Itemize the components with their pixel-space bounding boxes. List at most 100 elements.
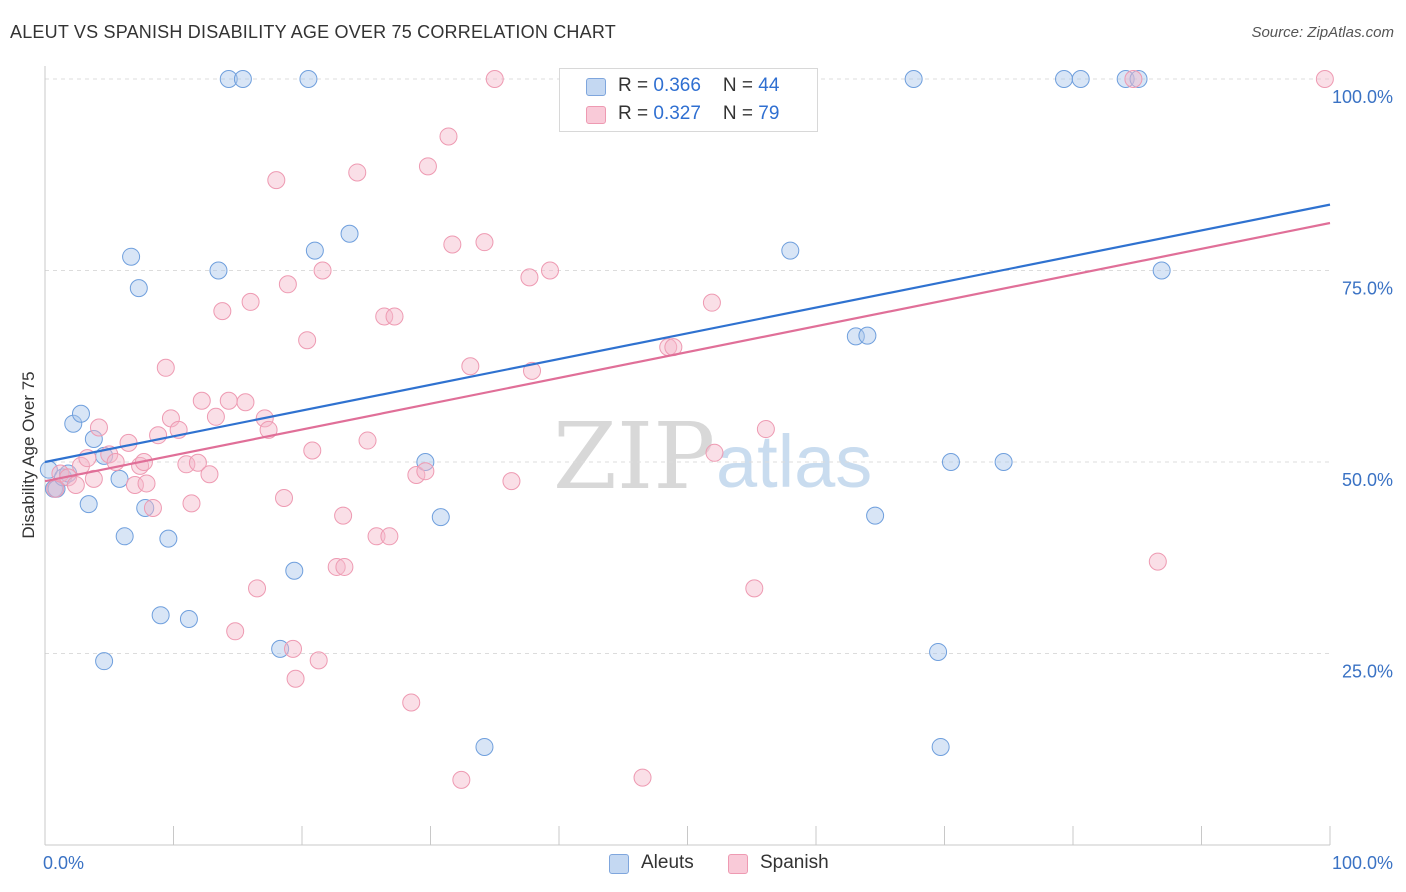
aleuts-point	[285, 561, 304, 580]
aleuts-point	[110, 469, 129, 488]
spanish-point	[298, 331, 317, 350]
spanish-point	[520, 268, 539, 287]
source-credit: Source: ZipAtlas.com	[1251, 24, 1394, 41]
y-axis-title: Disability Age Over 75	[19, 371, 38, 538]
spanish-point	[348, 163, 367, 182]
spanish-point	[461, 357, 480, 376]
aleuts-point	[179, 610, 198, 629]
spanish-point	[309, 651, 328, 670]
spanish-point	[303, 441, 322, 460]
y-tick-label: 100.0%	[1332, 87, 1393, 107]
spanish-point	[137, 474, 156, 493]
series-legend: Aleuts Spanish	[0, 851, 1406, 879]
aleuts-point	[1071, 70, 1090, 88]
aleuts-point	[431, 508, 450, 527]
spanish-point	[66, 475, 85, 494]
aleuts-point	[129, 279, 148, 298]
aleuts-r-label: R =	[618, 75, 654, 96]
grid-lines	[45, 78, 1330, 654]
spanish-point	[278, 275, 297, 294]
spanish-r-label: R =	[618, 103, 654, 124]
spanish-point	[327, 557, 346, 576]
spanish-point	[177, 455, 196, 474]
aleuts-legend-label: Aleuts	[641, 852, 694, 873]
spanish-point	[192, 391, 211, 410]
spanish-point	[633, 768, 652, 787]
aleuts-point	[151, 606, 170, 625]
spanish-legend-swatch	[728, 854, 748, 874]
chart-title: ALEUT VS SPANISH DISABILITY AGE OVER 75 …	[10, 22, 616, 42]
aleuts-point	[64, 414, 83, 433]
aleuts-point	[994, 453, 1013, 471]
spanish-point	[1148, 552, 1167, 571]
spanish-point	[313, 261, 332, 280]
aleuts-point	[122, 247, 141, 266]
spanish-point	[182, 494, 201, 513]
aleuts-point	[84, 430, 103, 449]
spanish-point	[443, 235, 462, 254]
spanish-point	[259, 420, 278, 439]
y-tick-label: 50.0%	[1342, 470, 1393, 490]
spanish-point	[358, 431, 377, 450]
aleuts-point	[866, 506, 885, 525]
spanish-point	[475, 233, 494, 252]
aleuts-point	[95, 652, 114, 671]
spanish-point	[452, 770, 471, 789]
spanish-point	[156, 358, 175, 377]
aleuts-point	[79, 495, 98, 514]
spanish-point	[213, 302, 232, 321]
aleuts-point	[299, 70, 318, 88]
spanish-n-value: 79	[758, 103, 780, 124]
trend-lines	[44, 203, 1331, 483]
spanish-point	[367, 527, 386, 546]
spanish-point	[248, 579, 267, 598]
tick-labels: 25.0% 50.0% 75.0% 100.0% 0.0% 100.0%	[43, 87, 1393, 873]
spanish-point	[334, 506, 353, 525]
x-tick-label-end: 100.0%	[1332, 853, 1393, 873]
aleuts-point	[340, 224, 359, 243]
spanish-point	[335, 557, 354, 576]
spanish-point	[745, 579, 764, 598]
spanish-point	[219, 391, 238, 410]
aleuts-point	[929, 642, 948, 661]
aleuts-point	[1129, 70, 1148, 88]
spanish-point	[380, 527, 399, 546]
aleuts-point	[858, 326, 877, 345]
spanish-swatch	[586, 106, 606, 124]
spanish-point	[89, 418, 108, 437]
spanish-point	[1315, 70, 1334, 88]
spanish-trend-line	[44, 221, 1331, 483]
spanish-point	[143, 498, 162, 517]
correlation-legend: R = 0.366 N = 44 R = 0.327 N = 79	[559, 68, 818, 132]
spanish-point	[375, 307, 394, 326]
spanish-point	[418, 157, 437, 176]
spanish-point	[275, 489, 294, 508]
spanish-point	[756, 420, 775, 439]
spanish-r-value: 0.327	[653, 103, 701, 124]
aleuts-point	[781, 241, 800, 260]
aleuts-point	[115, 527, 134, 546]
spanish-point	[523, 361, 542, 380]
aleuts-point	[136, 498, 155, 517]
aleuts-n-label: N =	[722, 75, 759, 96]
watermark-zip: ZIP	[553, 403, 715, 510]
aleuts-point	[233, 70, 252, 88]
y-tick-label: 25.0%	[1342, 662, 1393, 682]
aleuts-point	[271, 639, 290, 658]
aleuts-point	[1152, 261, 1171, 280]
aleuts-legend-swatch	[609, 854, 629, 874]
spanish-point	[705, 443, 724, 462]
aleuts-point	[209, 261, 228, 280]
spanish-point	[226, 622, 245, 641]
spanish-point	[236, 393, 255, 412]
spanish-point	[119, 433, 138, 452]
spanish-point	[439, 127, 458, 146]
aleuts-point	[1055, 70, 1074, 88]
spanish-point	[267, 171, 286, 190]
aleuts-point	[1116, 70, 1135, 88]
aleuts-r-value: 0.366	[653, 75, 701, 96]
spanish-point	[241, 292, 260, 311]
spanish-point	[188, 453, 207, 472]
spanish-point	[702, 293, 721, 312]
